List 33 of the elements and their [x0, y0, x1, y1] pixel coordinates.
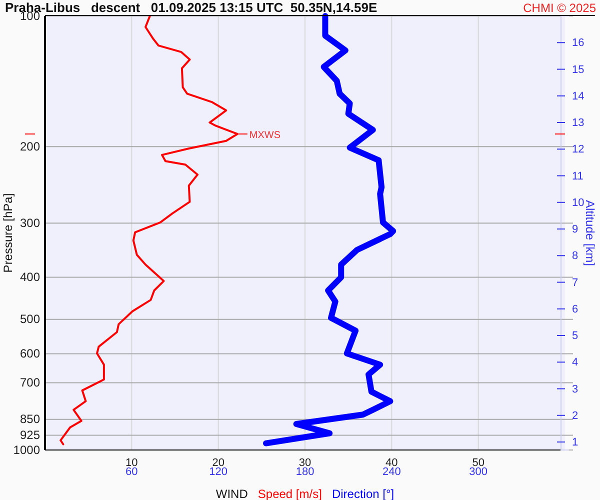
y2-tick-label: 8: [572, 250, 578, 262]
y-tick-label: 500: [20, 312, 40, 326]
y2-tick-label: 9: [572, 224, 578, 236]
y2-tick-label: 16: [572, 37, 584, 50]
y2-tick-label: 15: [572, 64, 584, 76]
y-tick-label: 925: [20, 428, 40, 442]
y2-tick-label: 13: [572, 117, 584, 130]
y2-tick-label: 14: [572, 90, 584, 102]
y-tick-label: 700: [20, 376, 40, 390]
y-axis-title: Pressure [hPa]: [1, 193, 15, 273]
y2-tick-label: 6: [572, 303, 578, 316]
y-tick-label: 200: [20, 139, 40, 154]
y2-tick-label: 3: [572, 383, 578, 396]
y-tick-label: 600: [20, 346, 40, 361]
y-tick-label: 850: [20, 412, 40, 426]
y2-tick-label: 2: [572, 410, 578, 422]
y2-tick-label: 10: [572, 196, 584, 209]
y-tick-label: 1000: [13, 442, 40, 457]
x2-tick-label: 120: [209, 466, 228, 478]
y2-tick-label: 12: [572, 144, 584, 156]
text: CHMI © 2025: [523, 1, 596, 15]
annotation: MXWS: [249, 130, 281, 141]
y2-tick-label: 11: [572, 170, 584, 182]
x2-tick-label: 180: [296, 466, 314, 478]
y2-tick-label: 1: [572, 436, 578, 449]
y-tick-label: 300: [20, 216, 40, 230]
y2-tick-label: 4: [572, 356, 578, 369]
x2-tick-label: 240: [382, 466, 401, 478]
y2-tick-label: 7: [572, 276, 578, 289]
y-tick-label: 400: [20, 270, 40, 284]
y2-axis-title: Altitude [km]: [583, 200, 597, 266]
x-axis-title: WIND: [216, 487, 258, 500]
y2-tick-label: 5: [572, 330, 578, 342]
